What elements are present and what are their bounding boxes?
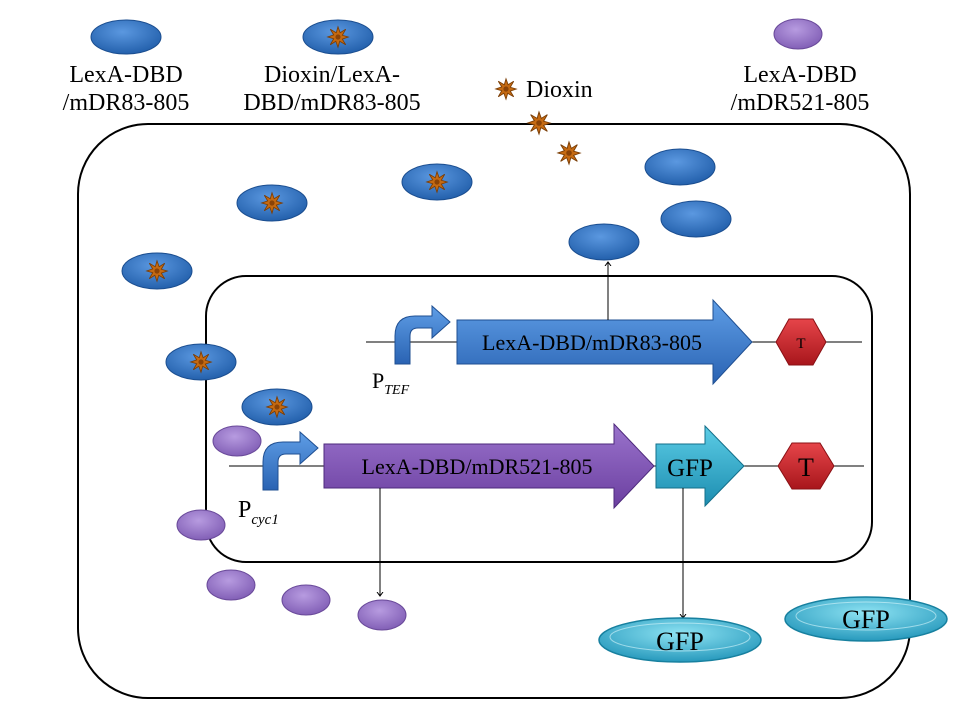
terminator2-icon — [777, 442, 835, 490]
gfp-gene-arrow — [655, 424, 745, 508]
dioxin-lexa83-complex — [241, 388, 313, 426]
dioxin-lexa83-complex — [121, 252, 193, 290]
terminator1-icon — [775, 318, 827, 366]
lexa83-protein — [568, 223, 640, 261]
legend-lexa83-protein-icon — [90, 19, 162, 55]
gfp-gene-label: GFP — [667, 455, 713, 482]
legend-lexa83-label-line1: LexA-DBD — [69, 62, 182, 88]
dioxin-molecule — [557, 141, 581, 165]
promoter-tef-label: PTEF — [372, 368, 410, 398]
legend-lexa83-label-line2: /mDR83-805 — [63, 90, 190, 116]
legend-lexa521-protein-icon — [773, 18, 823, 50]
lexa521-gene-arrow — [323, 422, 655, 510]
lexa83-gene-label: LexA-DBD/mDR83-805 — [482, 330, 702, 355]
legend-dioxin-icon — [495, 78, 517, 100]
gfp-protein-product: GFP — [598, 617, 762, 663]
lexa521-protein — [206, 569, 256, 601]
dioxin-lexa83-complex — [401, 163, 473, 201]
lexa521-protein — [357, 599, 407, 631]
gfp-product-label: GFP — [656, 627, 704, 656]
dioxin-lexa83-complex — [236, 184, 308, 222]
lexa83-protein — [644, 148, 716, 186]
legend-lexa521-label-line1: LexA-DBD — [743, 62, 856, 88]
lexa521-protein — [176, 509, 226, 541]
legend-dioxin-label: Dioxin — [526, 77, 593, 103]
terminator1-label: T — [796, 336, 805, 352]
promoter-cyc1-arrow-icon — [262, 430, 319, 491]
lexa83-protein — [660, 200, 732, 238]
legend-lexa521-label-line2: /mDR521-805 — [731, 90, 870, 116]
promoter-tef-arrow-icon — [394, 304, 451, 365]
lexa521-protein — [212, 425, 262, 457]
dioxin-lexa83-complex — [165, 343, 237, 381]
legend-complex-protein-icon — [302, 19, 374, 55]
outer-cell-membrane — [77, 123, 911, 699]
dioxin-molecule — [527, 111, 551, 135]
nucleus-membrane — [205, 275, 873, 563]
promoter-cyc1-label: Pcyc1 — [238, 497, 279, 528]
legend-complex-label-line1: Dioxin/LexA- — [264, 62, 400, 88]
gfp-protein-product: GFP — [784, 596, 948, 642]
lexa83-gene-arrow — [456, 298, 753, 386]
lexa521-protein — [281, 584, 331, 616]
legend-complex-label-line2: DBD/mDR83-805 — [243, 90, 420, 116]
terminator2-label: T — [798, 453, 814, 482]
lexa521-gene-label: LexA-DBD/mDR521-805 — [362, 454, 593, 479]
gfp-product-label: GFP — [842, 605, 890, 634]
